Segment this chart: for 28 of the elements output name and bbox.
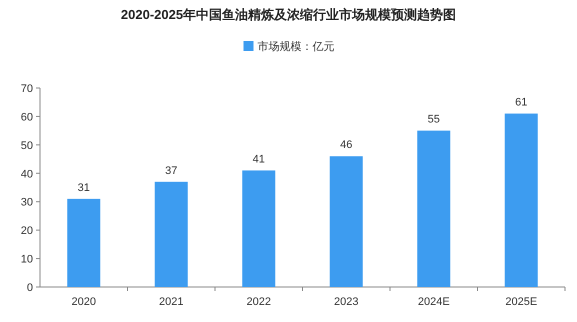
x-tick-label: 2025E <box>505 296 538 308</box>
x-tick-label: 2020 <box>72 296 96 308</box>
x-tick-label: 2023 <box>334 296 358 308</box>
legend-label: 市场规模：亿元 <box>258 40 334 53</box>
y-tick-label: 60 <box>20 111 33 124</box>
bar <box>67 198 100 287</box>
bar <box>330 156 363 287</box>
data-label: 37 <box>165 164 178 177</box>
y-tick-label: 40 <box>20 168 33 180</box>
y-tick-label: 30 <box>20 196 33 209</box>
x-tick-label: 2022 <box>246 296 271 308</box>
y-tick-label: 20 <box>20 225 33 238</box>
data-label: 46 <box>340 139 352 152</box>
y-tick-label: 10 <box>20 254 33 266</box>
y-tick-label: 70 <box>20 83 33 95</box>
x-tick-label: 2024E <box>418 296 450 308</box>
data-label: 31 <box>78 182 90 194</box>
y-tick-label: 0 <box>26 282 33 294</box>
chart-title: 2020-2025年中国鱼油精炼及浓缩行业市场规模预测趋势图 <box>120 7 456 22</box>
bar <box>242 170 276 287</box>
y-tick-label: 50 <box>20 140 33 152</box>
data-label: 41 <box>252 153 265 166</box>
x-tick-label: 2021 <box>159 296 184 308</box>
bar <box>154 182 188 287</box>
data-label: 55 <box>428 114 440 126</box>
data-label: 61 <box>515 96 528 109</box>
bar <box>417 130 450 287</box>
bar <box>504 114 538 287</box>
